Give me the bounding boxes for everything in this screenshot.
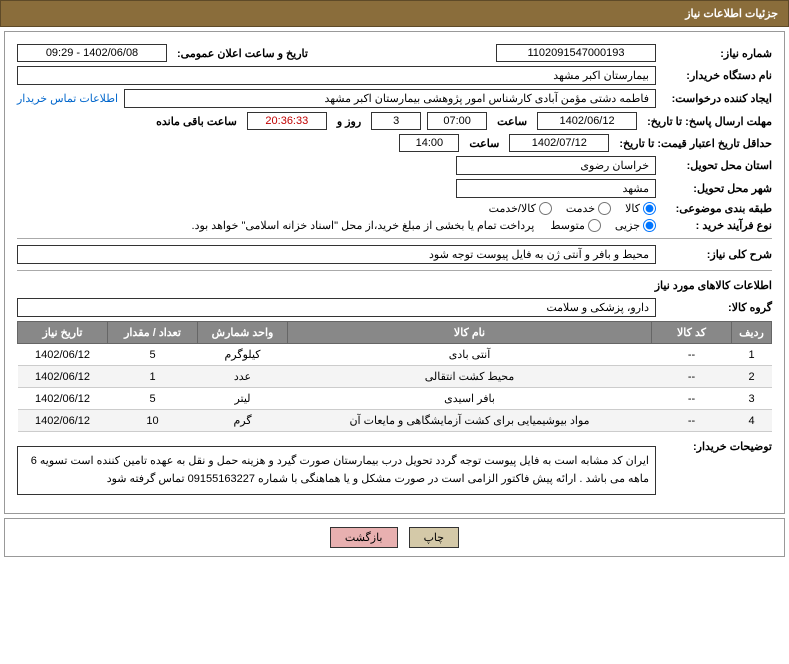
buyer-label: نام دستگاه خریدار: xyxy=(662,69,772,82)
province-value: خراسان رضوی xyxy=(456,156,656,175)
radio-goods[interactable]: کالا xyxy=(625,202,656,215)
buyer-description: ایران کد مشابه است به فایل پیوست توجه گر… xyxy=(17,446,656,495)
divider-1 xyxy=(17,238,772,239)
table-header: نام کالا xyxy=(288,322,652,344)
table-row: 4--مواد بیوشیمیایی برای کشت آزمایشگاهی و… xyxy=(18,410,772,432)
province-label: استان محل تحویل: xyxy=(662,159,772,172)
time-label-1: ساعت xyxy=(493,115,531,128)
table-header: کد کالا xyxy=(652,322,732,344)
goods-section-title: اطلاعات کالاهای مورد نیاز xyxy=(17,279,772,292)
announce-value: 1402/06/08 - 09:29 xyxy=(17,44,167,62)
days-label: روز و xyxy=(333,115,365,128)
table-header: تاریخ نیاز xyxy=(18,322,108,344)
valid-label: حداقل تاریخ اعتبار قیمت: تا تاریخ: xyxy=(615,137,772,150)
table-header: تعداد / مقدار xyxy=(108,322,198,344)
requester-label: ایجاد کننده درخواست: xyxy=(662,92,772,105)
days-remaining: 3 xyxy=(371,112,421,130)
city-value: مشهد xyxy=(456,179,656,198)
remain-label: ساعت باقی مانده xyxy=(152,115,241,128)
category-label: طبقه بندی موضوعی: xyxy=(662,202,772,215)
button-row: چاپ بازگشت xyxy=(4,518,785,557)
process-label: نوع فرآیند خرید : xyxy=(662,219,772,232)
buyer-value: بیمارستان اکبر مشهد xyxy=(17,66,656,85)
radio-both[interactable]: کالا/خدمت xyxy=(489,202,552,215)
group-label: گروه کالا: xyxy=(662,301,772,314)
deadline-date: 1402/06/12 xyxy=(537,112,637,130)
requester-value: فاطمه دشتی مؤمن آبادی کارشناس امور پژوهش… xyxy=(124,89,656,108)
radio-service[interactable]: خدمت xyxy=(566,202,611,215)
panel-title: جزئیات اطلاعات نیاز xyxy=(0,0,789,27)
table-row: 1--آنتی بادیکیلوگرم51402/06/12 xyxy=(18,344,772,366)
desc-label: توضیحات خریدار: xyxy=(662,440,772,453)
category-radio-group: کالا خدمت کالا/خدمت xyxy=(489,202,656,215)
print-button[interactable]: چاپ xyxy=(409,527,460,548)
process-note: پرداخت تمام یا بخشی از مبلغ خرید،از محل … xyxy=(192,219,545,232)
table-header: ردیف xyxy=(732,322,772,344)
table-row: 3--بافر اسیدیلیتر51402/06/12 xyxy=(18,388,772,410)
group-value: دارو، پزشکی و سلامت xyxy=(17,298,656,317)
need-no-label: شماره نیاز: xyxy=(662,47,772,60)
summary-label: شرح کلی نیاز: xyxy=(662,248,772,261)
items-table: ردیفکد کالانام کالاواحد شمارشتعداد / مقد… xyxy=(17,321,772,432)
process-radio-group: جزیی متوسط xyxy=(550,219,656,232)
back-button[interactable]: بازگشت xyxy=(330,527,398,548)
deadline-label: مهلت ارسال پاسخ: تا تاریخ: xyxy=(643,115,772,128)
summary-value: محیط و بافر و آنتی ژن به فایل پیوست توجه… xyxy=(17,245,656,264)
need-no-value: 1102091547000193 xyxy=(496,44,656,62)
announce-label: تاریخ و ساعت اعلان عمومی: xyxy=(173,47,308,60)
valid-date: 1402/07/12 xyxy=(509,134,609,152)
divider-2 xyxy=(17,270,772,271)
city-label: شهر محل تحویل: xyxy=(662,182,772,195)
table-header: واحد شمارش xyxy=(198,322,288,344)
radio-medium[interactable]: متوسط xyxy=(550,219,601,232)
radio-minor[interactable]: جزیی xyxy=(615,219,656,232)
time-label-2: ساعت xyxy=(465,137,503,150)
countdown-timer: 20:36:33 xyxy=(247,112,327,130)
buyer-contact-link[interactable]: اطلاعات تماس خریدار xyxy=(17,92,118,105)
table-row: 2--محیط کشت انتقالیعدد11402/06/12 xyxy=(18,366,772,388)
valid-time: 14:00 xyxy=(399,134,459,152)
deadline-time: 07:00 xyxy=(427,112,487,130)
